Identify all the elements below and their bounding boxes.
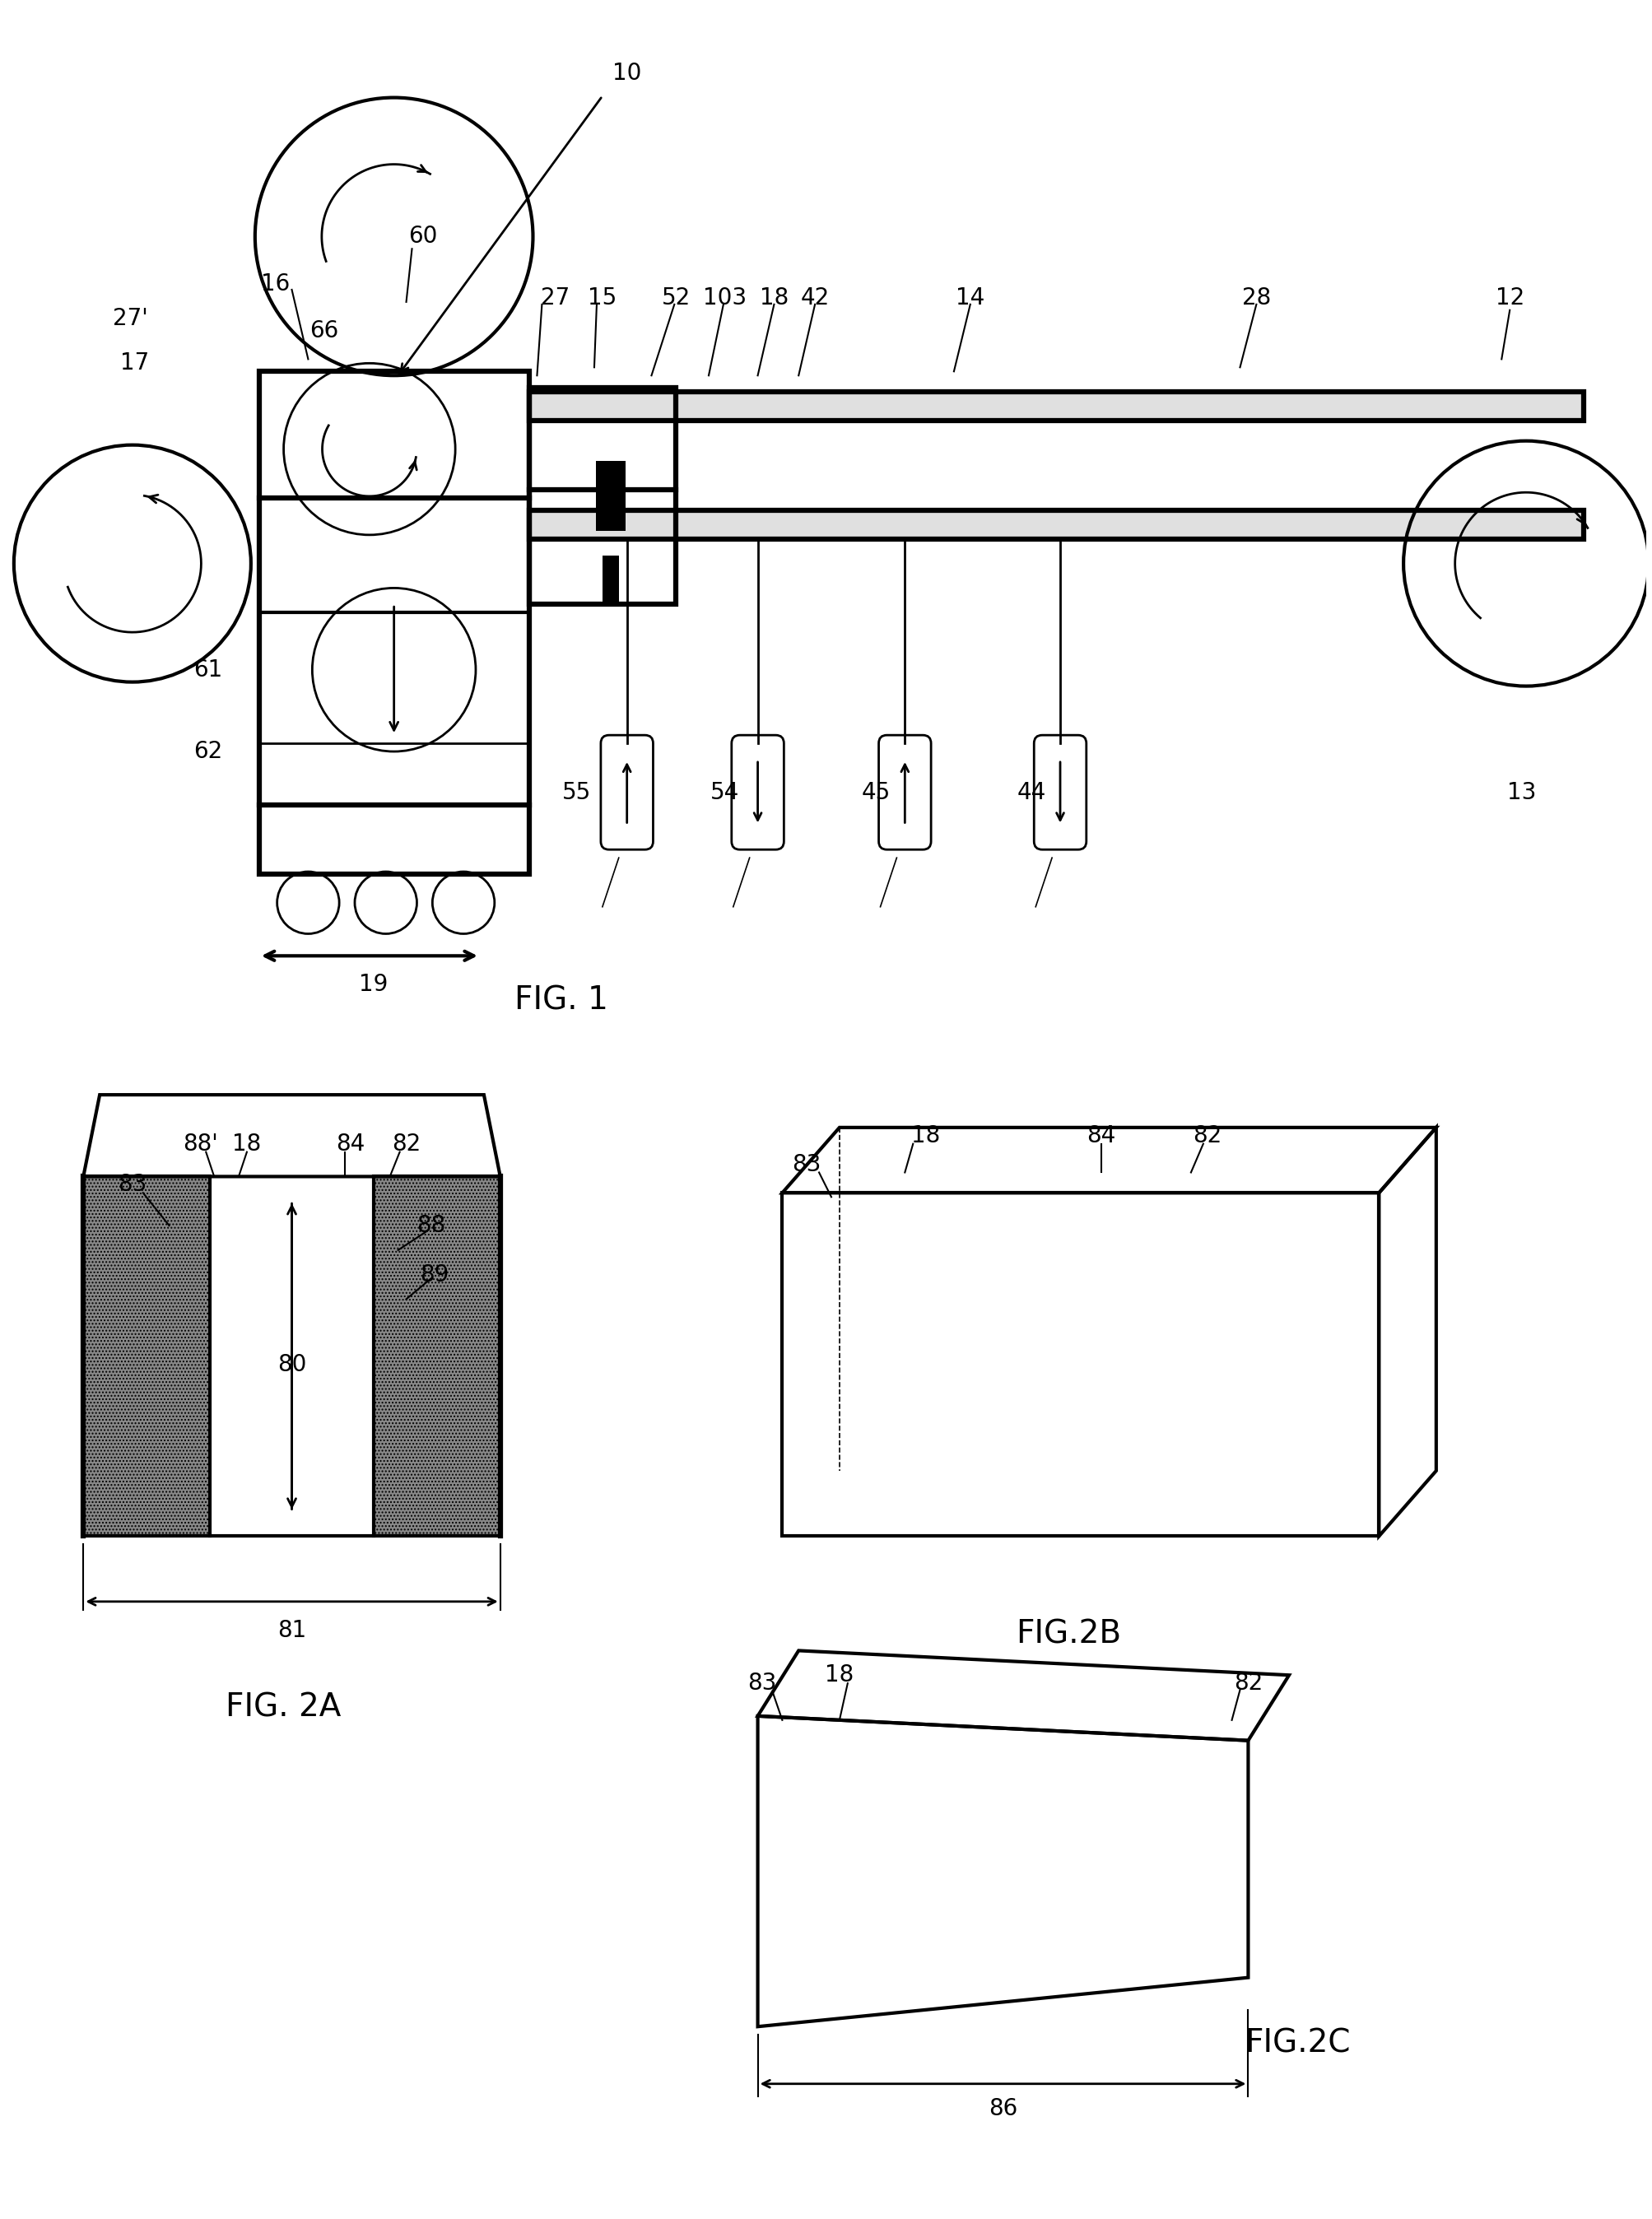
- Text: FIG.2B: FIG.2B: [1016, 1618, 1122, 1651]
- Text: 17: 17: [121, 353, 149, 375]
- Text: 80: 80: [278, 1354, 306, 1376]
- Text: 60: 60: [408, 224, 438, 249]
- Bar: [596, 462, 626, 530]
- Bar: [83, 1176, 210, 1536]
- Text: 54: 54: [710, 781, 740, 803]
- Text: 62: 62: [193, 739, 223, 763]
- Text: 16: 16: [261, 273, 291, 295]
- Text: 83: 83: [117, 1174, 147, 1196]
- Text: 42: 42: [801, 286, 829, 308]
- Text: 19: 19: [358, 972, 388, 996]
- Text: 89: 89: [420, 1263, 449, 1287]
- Text: 86: 86: [988, 2097, 1018, 2119]
- Text: 82: 82: [1234, 1671, 1262, 1695]
- Text: 14: 14: [957, 286, 985, 308]
- Text: 84: 84: [1087, 1125, 1115, 1147]
- Text: 66: 66: [311, 320, 339, 342]
- Text: FIG.2C: FIG.2C: [1244, 2028, 1350, 2059]
- Bar: [603, 555, 620, 604]
- Text: 12: 12: [1495, 286, 1525, 308]
- Bar: [529, 388, 676, 604]
- Text: 82: 82: [1193, 1125, 1222, 1147]
- Text: 13: 13: [1508, 781, 1536, 803]
- Text: 18: 18: [910, 1125, 940, 1147]
- Text: 88: 88: [416, 1214, 446, 1236]
- Bar: [529, 393, 1583, 419]
- Text: FIG. 2A: FIG. 2A: [226, 1693, 342, 1724]
- Text: 61: 61: [193, 659, 223, 681]
- Bar: [529, 510, 1583, 539]
- Bar: [783, 1194, 1379, 1536]
- Text: 27: 27: [540, 286, 570, 308]
- Text: 45: 45: [862, 781, 890, 803]
- Text: 18: 18: [233, 1132, 261, 1156]
- Text: 10: 10: [613, 62, 641, 84]
- Text: 15: 15: [588, 286, 616, 308]
- Text: 88': 88': [183, 1132, 218, 1156]
- Text: 103: 103: [704, 286, 747, 308]
- Text: 55: 55: [562, 781, 591, 803]
- Text: 18: 18: [760, 286, 788, 308]
- Text: 81: 81: [278, 1618, 306, 1642]
- Text: 84: 84: [335, 1132, 365, 1156]
- Text: 44: 44: [1018, 781, 1046, 803]
- Text: FIG. 1: FIG. 1: [515, 985, 608, 1016]
- Text: 18: 18: [824, 1664, 854, 1686]
- Bar: [259, 371, 529, 874]
- Text: 83: 83: [793, 1152, 821, 1176]
- Text: 27': 27': [112, 306, 147, 331]
- Text: 83: 83: [747, 1671, 776, 1695]
- Text: 28: 28: [1242, 286, 1270, 308]
- Text: 52: 52: [661, 286, 691, 308]
- Bar: [373, 1176, 501, 1536]
- Text: 82: 82: [392, 1132, 421, 1156]
